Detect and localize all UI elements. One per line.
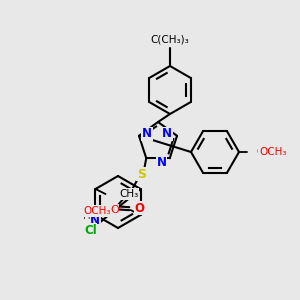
Text: N: N (162, 127, 172, 140)
Text: O: O (110, 205, 119, 215)
Text: OCH₃: OCH₃ (259, 147, 286, 157)
Text: N: N (157, 156, 167, 169)
Text: O: O (256, 147, 266, 157)
Text: S: S (137, 168, 146, 181)
Text: CH₃: CH₃ (119, 189, 139, 199)
Text: OCH₃: OCH₃ (83, 206, 110, 216)
Text: C(CH₃)₃: C(CH₃)₃ (151, 35, 189, 45)
Text: Cl: Cl (84, 224, 97, 236)
Text: H: H (83, 211, 91, 221)
Text: N: N (142, 127, 152, 140)
Text: N: N (90, 214, 100, 227)
Text: O: O (134, 202, 144, 215)
